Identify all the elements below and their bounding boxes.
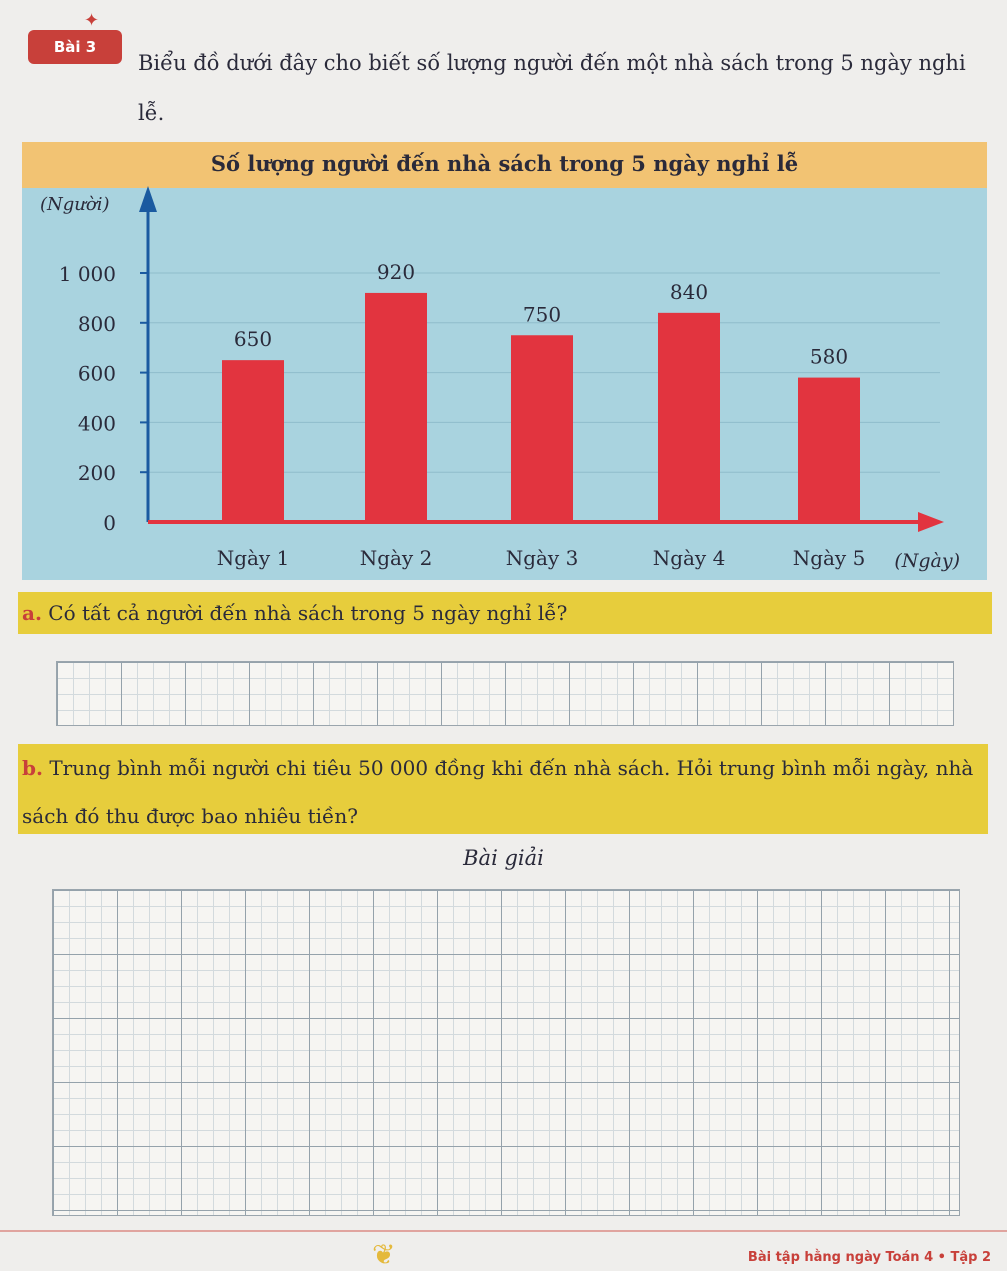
bar-chart: 0 200 400 600 800 1 000 650 Ngày 1 920 Ngày 2 750 N… [40,186,960,572]
bar [798,377,860,522]
y-tick-label: 200 [78,461,116,485]
y-tick-label: 0 [103,511,116,535]
footer-text: Bài tập hằng ngày Toán 4 • Tập 2 [747,1250,991,1265]
x-axis-arrow [918,512,944,532]
y-axis-arrow [139,186,157,212]
data-label: 580 [810,345,848,369]
y-axis-label: (Người) [40,194,110,215]
question-a-band: a. Có tất cả người đến nhà sách trong 5 … [18,592,992,634]
x-tick-label: Ngày 5 [793,546,866,570]
question-b-text: Trung bình mỗi người chi tiêu 50 000 đồn… [22,756,974,828]
question-a-text: Có tất cả người đến nhà sách trong 5 ngà… [48,601,568,625]
y-tick-label: 400 [78,411,116,435]
data-label: 840 [670,280,708,304]
chart-title: Số lượng người đến nhà sách trong 5 ngày… [210,151,799,176]
y-tick-label: 1 000 [59,262,116,286]
question-a-letter: a. [22,601,42,625]
bar [365,292,427,522]
star-icon: ✦ [84,10,100,31]
x-tick-label: Ngày 4 [653,546,726,570]
data-label: 920 [377,260,415,284]
chart-title-band [22,142,987,188]
footer-divider [0,1230,1007,1232]
y-tick-label: 800 [78,312,116,336]
bar [658,312,720,522]
question-b-band: b. Trung bình mỗi người chi tiêu 50 000 … [18,744,988,834]
exercise-badge: Bài 3 [28,30,122,64]
x-tick-label: Ngày 1 [217,546,290,570]
x-tick-label: Ngày 2 [360,546,433,570]
data-label: 650 [234,327,272,351]
leaf-icon: ❦ [372,1238,396,1271]
data-label: 750 [523,302,561,326]
bar [511,335,573,522]
x-axis-label: (Ngày) [894,550,960,572]
bar [222,360,284,522]
y-tick-label: 600 [78,362,116,386]
answer-grid-a[interactable] [56,661,954,726]
problem-statement: Biểu đồ dưới đây cho biết số lượng người… [138,51,966,125]
x-tick-label: Ngày 3 [506,546,579,570]
question-b-letter: b. [22,756,43,780]
answer-grid-b[interactable] [52,889,960,1216]
solution-heading: Bài giải [463,846,544,870]
